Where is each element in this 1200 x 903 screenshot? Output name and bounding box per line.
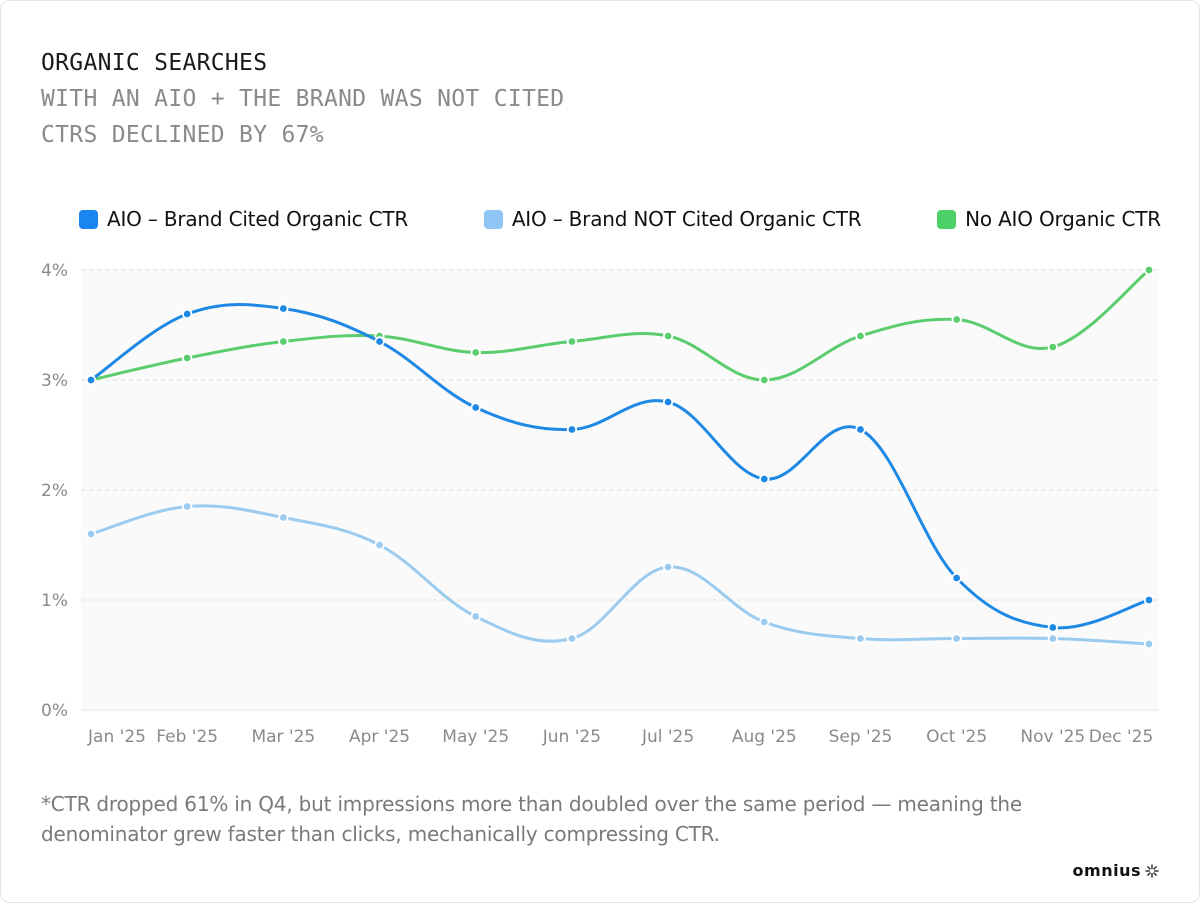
chart-subtitle-line-2: CTRS DECLINED BY 67% [41,122,324,148]
x-tick-label: Jan '25 [87,727,146,747]
x-tick-label: May '25 [442,727,509,747]
data-point-series-2 [566,336,578,347]
data-point-series-1 [951,633,962,644]
data-point-series-1 [374,539,385,551]
data-point-series-0 [470,402,481,413]
y-tick-label: 1% [41,591,68,611]
y-tick-label: 3% [41,371,68,391]
legend-swatch-no-aio [937,209,957,229]
y-tick-label: 4% [41,261,68,281]
data-point-series-2 [181,352,193,364]
brand-name: omnius [1072,861,1141,880]
data-point-series-1 [181,501,193,512]
chart-legend: AIO – Brand Cited Organic CTR AIO – Bran… [79,207,1161,231]
data-point-series-2 [1047,341,1059,353]
legend-item-brand-not-cited[interactable]: AIO – Brand NOT Cited Organic CTR [483,207,862,231]
data-point-series-1 [470,611,481,622]
data-point-series-2 [855,330,866,342]
data-point-series-2 [470,347,481,358]
data-point-series-0 [759,473,770,485]
chart-footnote: *CTR dropped 61% in Q4, but impressions … [41,792,1022,846]
legend-label-no-aio: No AIO Organic CTR [965,207,1161,231]
data-point-series-0 [1047,622,1059,633]
data-point-series-2 [662,330,674,342]
chart-heading: ORGANIC SEARCHES WITH AN AIO + THE BRAND… [41,45,564,153]
data-point-series-0 [662,396,674,408]
data-point-series-0 [374,336,385,347]
x-tick-label: Sep '25 [829,727,893,747]
data-point-series-2 [951,314,962,325]
sparkle-icon [1145,863,1159,878]
data-point-series-0 [951,572,962,584]
legend-item-no-aio[interactable]: No AIO Organic CTR [937,207,1161,231]
legend-swatch-brand-cited [79,209,98,229]
chart-title: ORGANIC SEARCHES [41,50,268,76]
data-point-series-1 [278,512,289,523]
data-point-series-1 [1143,638,1155,650]
x-tick-label: Jun '25 [542,727,601,747]
data-point-series-2 [759,374,770,386]
data-point-series-1 [855,633,866,644]
x-tick-label: Oct '25 [926,727,987,747]
data-point-series-1 [1047,633,1059,644]
line-chart: 0% 1% 2% 3% 4% Jan '25 Feb '25 Mar '25 Apr '25 Ma… [41,261,1159,747]
y-tick-label: 0% [41,701,68,721]
data-point-series-2 [278,336,289,347]
x-tick-label: Jul '25 [641,727,694,747]
x-tick-label: Feb '25 [156,727,218,747]
data-point-series-0 [181,308,193,320]
legend-label-brand-cited: AIO – Brand Cited Organic CTR [107,207,409,231]
data-point-series-0 [278,303,289,314]
data-point-series-0 [85,374,97,386]
brand-logo: omnius [1073,861,1159,880]
data-point-series-1 [85,528,97,540]
chart-subtitle-line-1: WITH AN AIO + THE BRAND WAS NOT CITED [41,86,565,112]
data-point-series-1 [566,633,578,644]
y-tick-label: 2% [41,481,68,501]
x-tick-label: Mar '25 [251,727,315,747]
data-point-series-0 [566,424,578,435]
data-point-series-1 [662,561,674,573]
x-tick-label: Aug '25 [732,727,797,747]
x-tick-label: Dec '25 [1089,727,1154,747]
data-point-series-1 [759,616,770,628]
x-tick-label: Apr '25 [349,727,410,747]
data-point-series-0 [1143,594,1155,606]
legend-label-brand-not-cited: AIO – Brand NOT Cited Organic CTR [511,207,862,231]
data-point-series-0 [855,424,866,435]
legend-item-brand-cited[interactable]: AIO – Brand Cited Organic CTR [79,207,408,231]
legend-swatch-brand-not-cited [483,209,503,229]
x-tick-label: Nov '25 [1020,727,1085,747]
data-point-series-2 [1143,264,1155,276]
